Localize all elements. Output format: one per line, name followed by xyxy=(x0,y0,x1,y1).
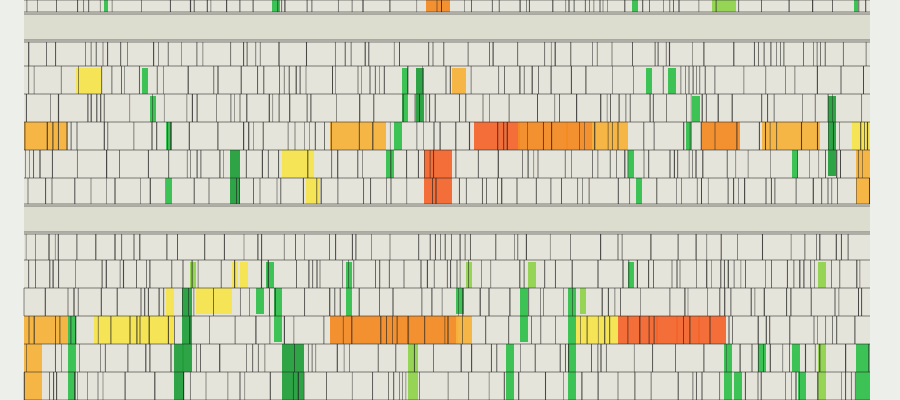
color-block xyxy=(712,0,736,12)
color-block xyxy=(166,178,172,204)
color-block xyxy=(474,122,520,150)
color-block xyxy=(798,372,806,400)
color-block xyxy=(282,150,304,178)
spacer-band xyxy=(24,14,870,40)
color-block xyxy=(734,372,742,400)
color-block xyxy=(386,150,394,178)
color-block xyxy=(166,316,174,344)
color-block xyxy=(676,316,700,344)
color-block xyxy=(150,96,156,122)
color-block xyxy=(76,68,102,94)
vertical-lines xyxy=(23,0,871,400)
color-block xyxy=(580,288,586,314)
color-block xyxy=(692,96,700,122)
color-block xyxy=(24,316,68,344)
color-block xyxy=(576,316,618,344)
color-block xyxy=(792,344,800,372)
color-block xyxy=(306,178,320,204)
color-block xyxy=(68,316,76,400)
color-block xyxy=(792,150,798,178)
color-block xyxy=(142,68,148,94)
color-block xyxy=(196,288,232,314)
color-block xyxy=(828,96,836,176)
color-block xyxy=(166,288,174,342)
color-block xyxy=(166,122,172,150)
color-block xyxy=(618,316,658,344)
color-block xyxy=(566,122,594,150)
color-block xyxy=(636,178,642,204)
color-block xyxy=(182,288,192,372)
color-block xyxy=(346,262,352,316)
color-block xyxy=(456,316,472,344)
color-block xyxy=(592,122,628,150)
color-block xyxy=(686,122,692,150)
color-block xyxy=(456,288,464,314)
color-block xyxy=(190,262,196,288)
color-block xyxy=(424,150,452,204)
color-block xyxy=(452,68,466,94)
color-block xyxy=(386,316,410,344)
color-block xyxy=(466,262,472,288)
color-block xyxy=(758,344,766,372)
color-block xyxy=(408,316,458,344)
color-block xyxy=(304,150,314,178)
color-block xyxy=(668,68,676,94)
color-block xyxy=(402,68,408,122)
color-block xyxy=(646,68,652,94)
color-block xyxy=(762,122,820,150)
color-block xyxy=(520,288,528,342)
color-block xyxy=(632,0,638,12)
color-block xyxy=(104,0,108,12)
color-block xyxy=(274,288,282,342)
color-block xyxy=(854,0,858,12)
color-block xyxy=(656,316,678,344)
color-block xyxy=(416,68,424,122)
color-block xyxy=(266,262,274,288)
color-block xyxy=(628,262,634,288)
color-block xyxy=(856,150,870,204)
color-block xyxy=(330,316,386,344)
color-block xyxy=(528,262,536,288)
horizontal-bands xyxy=(24,14,870,232)
color-block xyxy=(256,288,264,314)
color-block xyxy=(702,122,740,150)
color-block xyxy=(272,0,280,12)
color-block xyxy=(818,262,826,288)
color-block xyxy=(230,150,240,204)
spacer-band xyxy=(24,206,870,232)
color-block xyxy=(426,0,450,12)
color-block xyxy=(698,316,726,344)
color-block xyxy=(394,122,402,150)
color-block xyxy=(330,122,386,150)
color-block xyxy=(628,150,634,178)
color-block xyxy=(24,122,68,150)
color-block xyxy=(240,262,248,288)
horizontal-lines xyxy=(24,0,870,400)
